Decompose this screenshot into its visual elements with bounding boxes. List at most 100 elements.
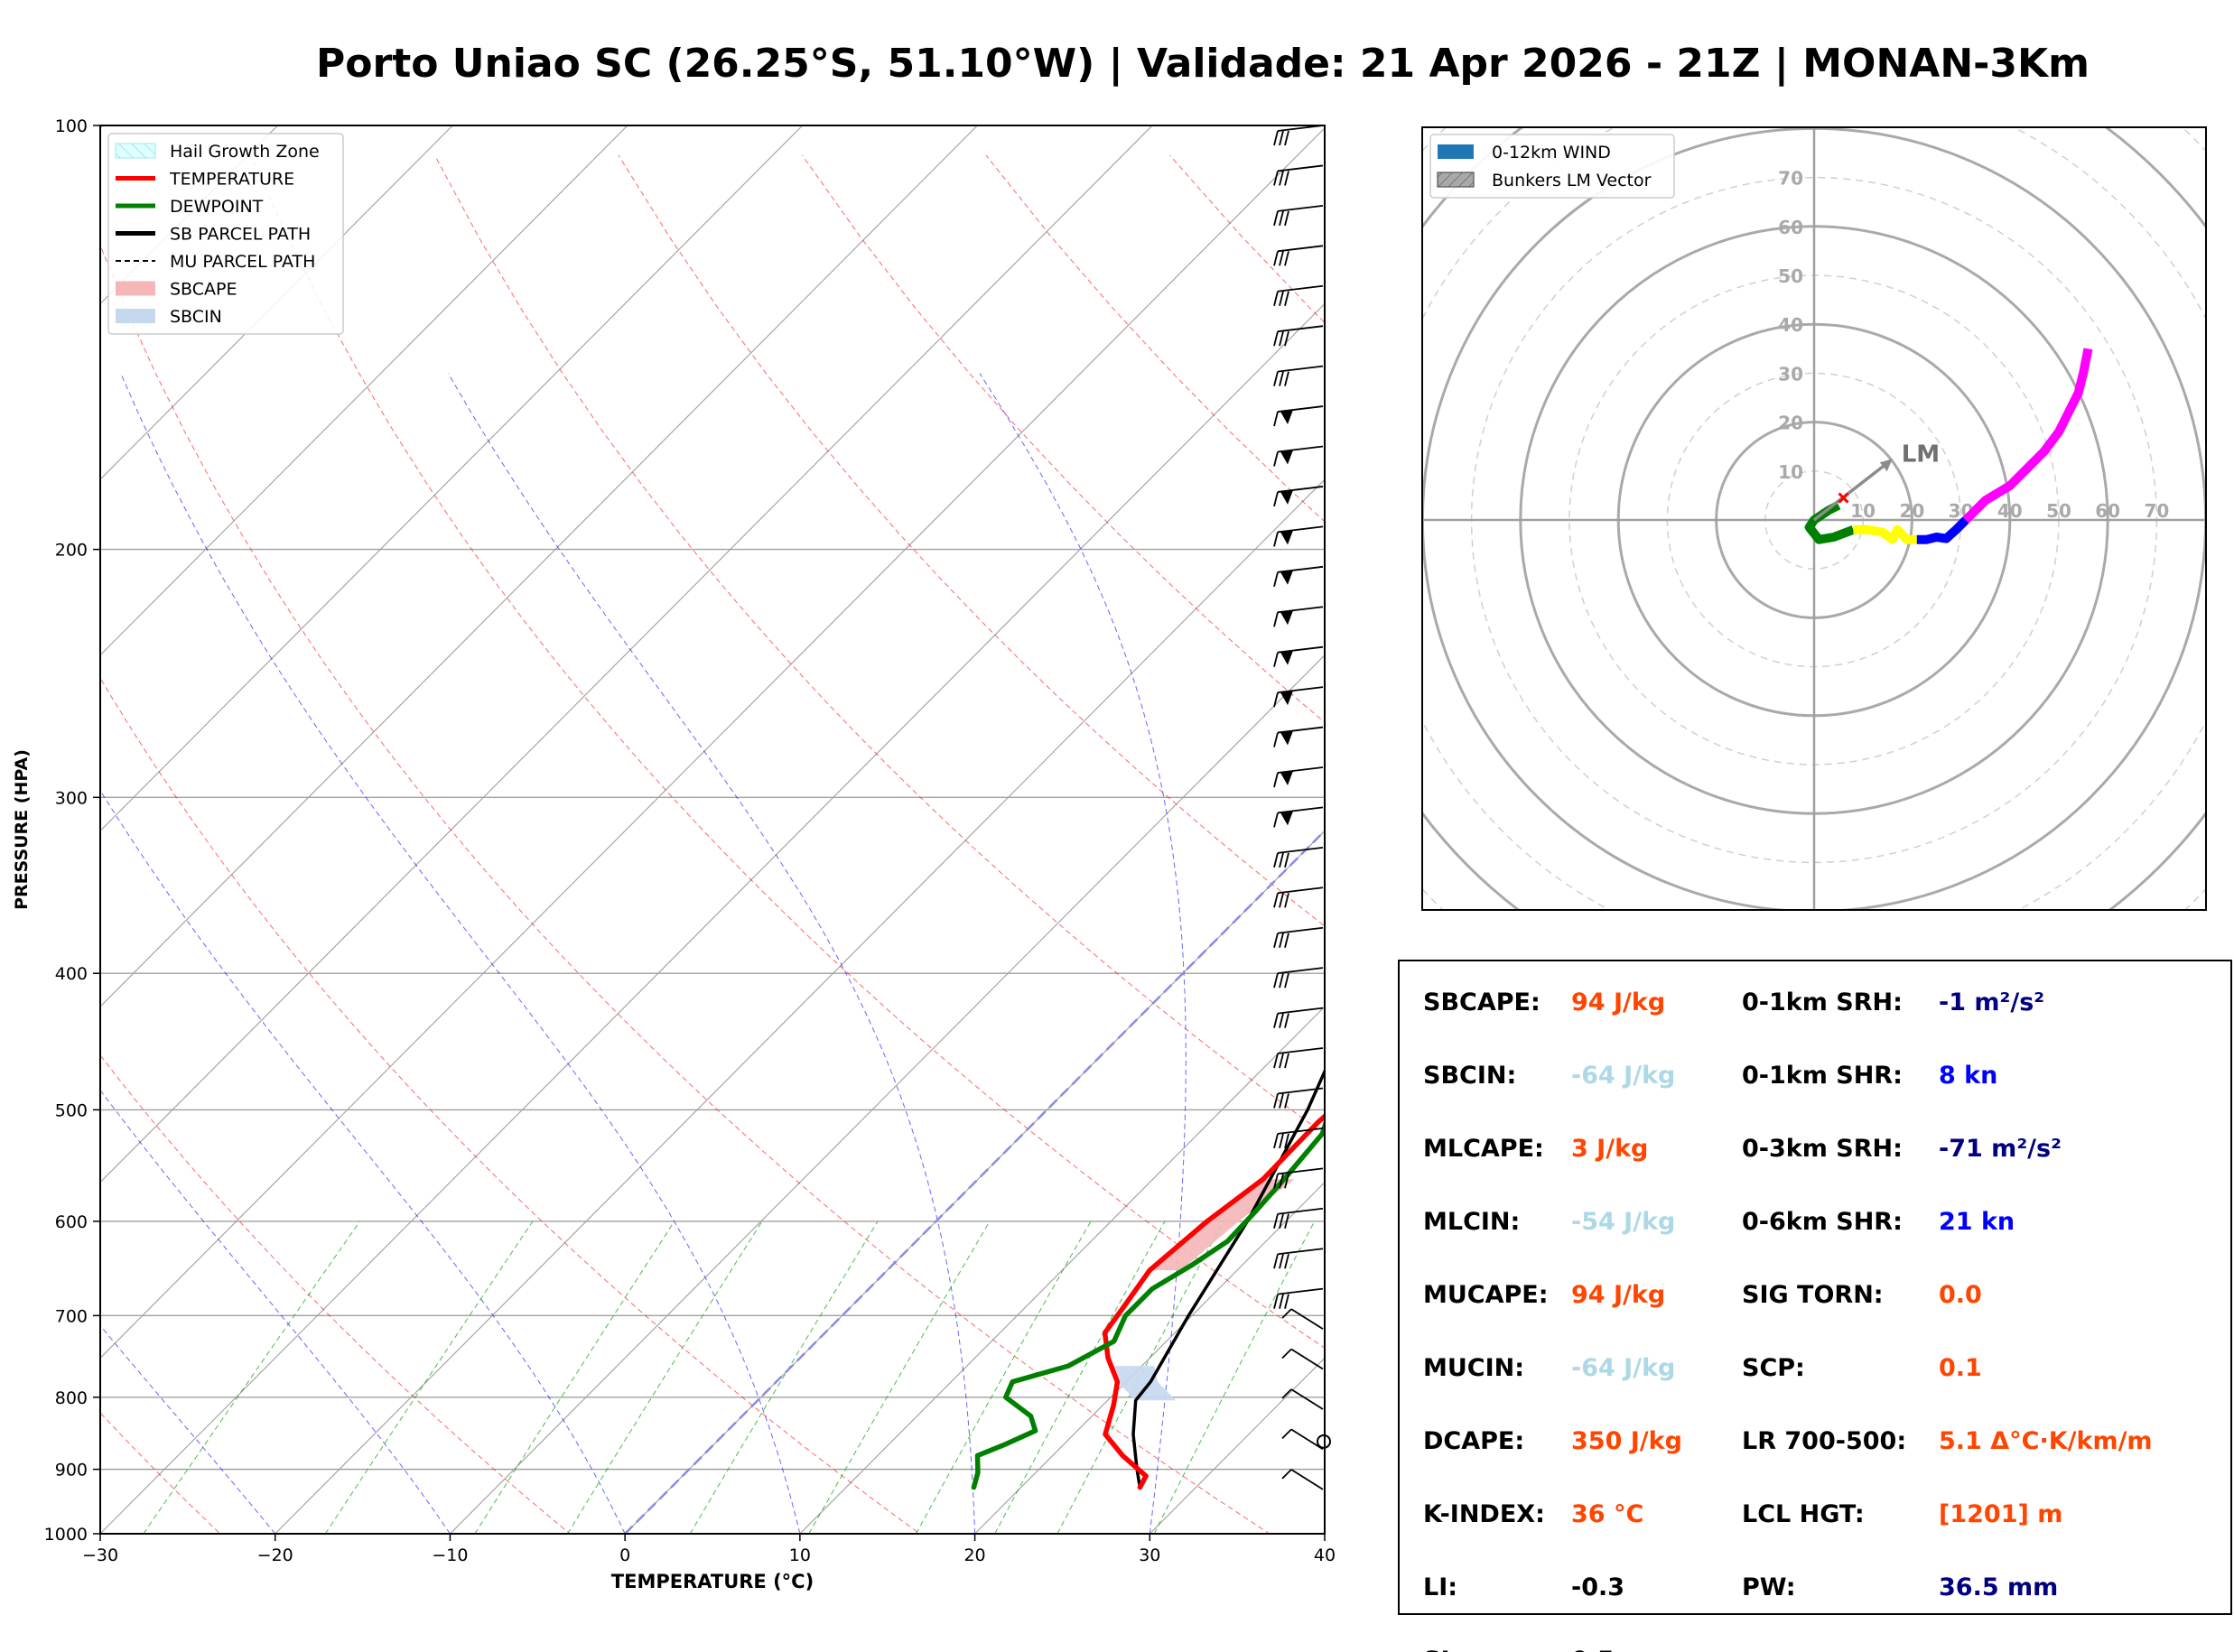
mixing-ratio-line <box>474 1220 675 1534</box>
wind-barb-feather <box>1273 893 1279 908</box>
wind-barb-pennant <box>1280 570 1293 585</box>
wind-barb-feather <box>1273 130 1279 146</box>
moist-adiabat <box>100 1324 276 1534</box>
wind-barb-feather <box>1284 933 1289 948</box>
wind-barb-feather <box>1273 1093 1279 1109</box>
wind-barb-feather <box>1273 291 1279 306</box>
wind-barb-staff <box>1290 1348 1324 1370</box>
x-tick-label: 0 <box>619 1545 630 1565</box>
param-value: 36.5 mm <box>1939 1573 2058 1601</box>
legend-label: DEWPOINT <box>170 197 264 217</box>
wind-barb-feather <box>1273 1174 1279 1189</box>
wind-barb <box>1273 1087 1324 1109</box>
zero-isotherm <box>624 829 1325 1534</box>
wind-barb-staff <box>1277 245 1324 253</box>
bunkers-lm-label: LM <box>1902 441 1940 468</box>
wind-barb-feather <box>1273 451 1279 467</box>
wind-barb-staff <box>1277 1167 1324 1175</box>
wind-barb-staff <box>1277 284 1324 292</box>
legend-swatch <box>116 281 155 296</box>
wind-barb-feather <box>1273 532 1279 547</box>
hodo-radial-label: 30 <box>1778 363 1803 385</box>
wind-barb <box>1281 1388 1324 1410</box>
wind-barb-pennant <box>1280 730 1293 746</box>
wind-barb-feather <box>1279 130 1284 146</box>
wind-barb-feather <box>1284 1133 1289 1149</box>
wind-barb-feather <box>1273 812 1279 828</box>
hodograph-legend-box <box>1429 134 1675 199</box>
wind-barb <box>1273 1287 1324 1309</box>
param-label: 0-6km SHR: <box>1742 1208 1903 1236</box>
param-label: SCP: <box>1742 1354 1805 1382</box>
param-value: [1201] m <box>1939 1500 2062 1528</box>
param-value: -0.3 <box>1571 1573 1624 1601</box>
wind-barb-feather <box>1284 1213 1289 1229</box>
param-label: DCAPE: <box>1423 1427 1524 1455</box>
wind-barb-feather <box>1273 612 1279 627</box>
parameters-panel: SBCAPE: 94 J/kg SBCIN: -64 J/kg MLCAPE: 3 J/k… <box>1398 960 2232 1652</box>
wind-barb-feather <box>1279 1213 1284 1229</box>
wind-barb-feather <box>1273 371 1279 386</box>
wind-barb-pennant <box>1280 489 1293 505</box>
wind-barb-staff <box>1277 1128 1324 1135</box>
wind-barb-feather <box>1279 171 1284 186</box>
isotherm-line <box>100 125 628 656</box>
hodo-radial-label: 40 <box>1778 314 1803 336</box>
hodo-radial-label: 50 <box>1778 265 1803 287</box>
wind-barb-feather <box>1284 972 1289 988</box>
wind-barb-feather <box>1279 893 1284 908</box>
x-tick-label: −30 <box>82 1545 118 1565</box>
wind-barb-staff <box>1277 405 1324 413</box>
wind-barb-pennant <box>1280 691 1293 706</box>
wind-barb <box>1273 606 1324 627</box>
wind-barb-pennant <box>1280 410 1293 425</box>
hodo-segment <box>1916 516 1969 544</box>
wind-barb <box>1273 1047 1324 1069</box>
wind-barb-staff <box>1290 1388 1324 1410</box>
legend-label: Hail Growth Zone <box>170 142 320 162</box>
param-label: LR 700-500: <box>1742 1427 1906 1455</box>
param-value: 350 J/kg <box>1571 1427 1682 1455</box>
parameters-list: SBCAPE: 94 J/kg SBCIN: -64 J/kg MLCAPE: 3 J/k… <box>1423 988 2153 1652</box>
legend-label: SBCIN <box>170 307 222 327</box>
param-value: 5.1 Δ°C·K/km/m <box>1939 1427 2153 1455</box>
wind-barb <box>1273 565 1324 588</box>
isotherm-line <box>799 1006 1325 1534</box>
wind-barb-staff <box>1277 806 1324 814</box>
wind-barb <box>1273 686 1324 708</box>
hodograph-frame <box>1421 126 2207 911</box>
param-value: 8 kn <box>1939 1062 1997 1090</box>
wind-barb-feather <box>1281 1469 1292 1480</box>
isotherm-line <box>974 1181 1325 1534</box>
wind-barb-feather <box>1273 251 1279 266</box>
wind-barb-staff <box>1277 1287 1324 1295</box>
dry-adiabat <box>250 154 1325 1349</box>
skewt-axes: −30 −20 −10 0 10 20 30 40 1000 900 800 700 600 500 400… <box>44 116 1336 1565</box>
hodograph-traces: LM <box>1804 348 2093 544</box>
param-value: -71 m²/s² <box>1939 1135 2062 1163</box>
param-value: 36 °C <box>1571 1500 1643 1528</box>
sbcin-area <box>1113 1366 1177 1401</box>
dry-adiabat <box>100 244 1271 1534</box>
wind-barb-feather <box>1273 1053 1279 1069</box>
mixing-ratio-line <box>1153 1220 1316 1534</box>
bunkers-lm-arrowhead <box>1879 459 1893 472</box>
wind-barb-feather <box>1279 330 1284 347</box>
wind-barb <box>1273 1167 1324 1189</box>
hodo-segment <box>1962 348 2093 524</box>
legend-swatch <box>115 143 156 159</box>
wind-barb-pennant <box>1280 811 1293 826</box>
wind-barb-feather <box>1273 972 1279 988</box>
legend-label: SB PARCEL PATH <box>170 225 311 245</box>
wind-barb-feather <box>1284 291 1289 306</box>
y-tick-label: 300 <box>55 788 88 808</box>
wind-barb <box>1273 886 1324 908</box>
wind-barb-feather <box>1281 1348 1292 1360</box>
wind-barb-pennant <box>1280 770 1293 785</box>
wind-barb-feather <box>1273 1013 1279 1028</box>
skewt-xlabel: TEMPERATURE (°C) <box>611 1571 814 1592</box>
wind-barb <box>1273 1207 1324 1229</box>
hodo-axis-label: 40 <box>1997 500 2023 522</box>
wind-barb-staff <box>1290 1469 1324 1490</box>
